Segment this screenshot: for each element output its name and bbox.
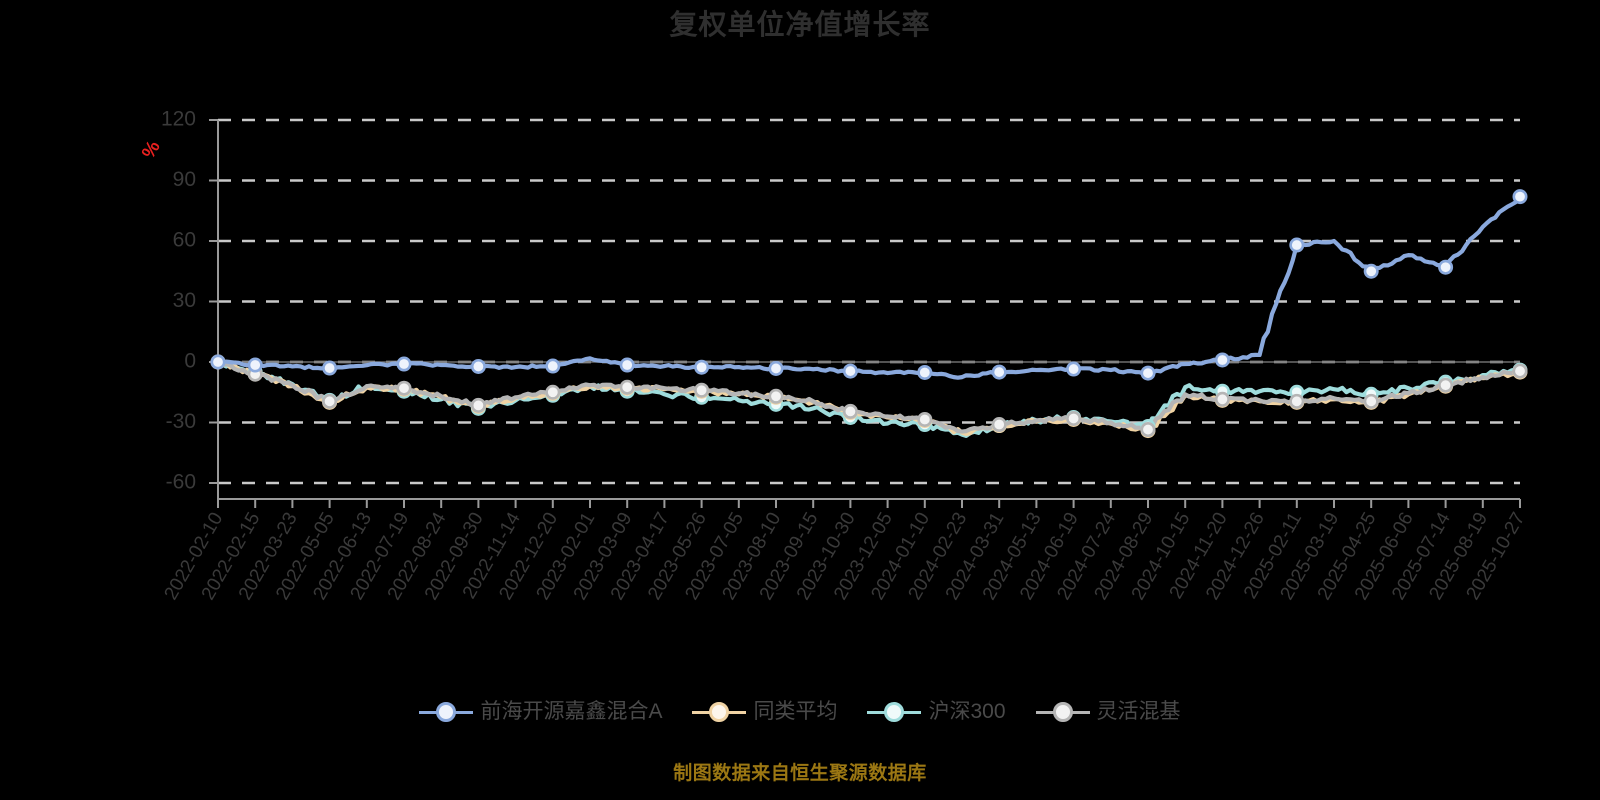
circle-marker-icon [1035, 700, 1090, 724]
data-point-marker [1438, 377, 1454, 393]
legend-item-2[interactable]: 同类平均 [692, 700, 837, 724]
data-point-marker [1289, 237, 1305, 253]
legend-label: 沪深300 [928, 700, 1006, 723]
data-point-marker [1140, 422, 1156, 438]
y-tick-label: 90 [173, 168, 196, 191]
legend-label: 同类平均 [753, 700, 838, 723]
data-point-marker [842, 403, 858, 419]
y-axis-ticks: 120 90 60 30 0 -30 -60 [161, 108, 218, 494]
data-point-marker [1438, 259, 1454, 275]
data-point-marker [842, 363, 858, 379]
data-point-marker [991, 417, 1007, 433]
chart-legend: 前海开源嘉鑫混合A 同类平均 沪深300 灵活混基 [0, 700, 1600, 724]
series-line [215, 194, 1523, 380]
data-point-marker [694, 359, 710, 375]
data-point-marker [991, 364, 1007, 380]
series-markers [210, 189, 1528, 439]
circle-marker-icon [867, 700, 922, 724]
data-point-marker [247, 357, 263, 373]
y-tick-label: 60 [173, 229, 196, 252]
axis-lines [217, 120, 1520, 500]
data-point-marker [694, 382, 710, 398]
data-point-marker [1512, 189, 1528, 205]
legend-item-3[interactable]: 沪深300 [867, 700, 1006, 724]
y-tick-label: -30 [166, 410, 196, 433]
legend-dot-swatch [436, 702, 457, 722]
y-tick-label: -60 [166, 471, 196, 494]
x-axis-ticks: 2022-02-102022-02-152022-03-232022-05-05… [161, 499, 1529, 604]
legend-dot-swatch [1052, 702, 1073, 722]
data-point-marker [210, 354, 226, 370]
data-point-marker [322, 360, 338, 376]
data-point-marker [917, 411, 933, 427]
data-point-marker [545, 384, 561, 400]
data-point-marker [470, 397, 486, 413]
data-point-marker [396, 380, 412, 396]
data-point-marker [1214, 391, 1230, 407]
data-point-marker [1363, 263, 1379, 279]
legend-label: 前海开源嘉鑫混合A [480, 700, 663, 723]
page-title: 复权单位净值增长率 [669, 9, 931, 40]
data-point-marker [322, 393, 338, 409]
legend-dot-swatch [884, 702, 905, 722]
data-point-marker [917, 364, 933, 380]
circle-marker-icon [692, 700, 747, 724]
gridlines [218, 118, 1520, 485]
y-tick-label: 0 [184, 350, 196, 373]
y-tick-label: 30 [173, 289, 196, 312]
watermark-text: 制图数据来自恒生聚源数据库 [673, 763, 927, 784]
data-point-marker [768, 388, 784, 404]
y-axis-unit-label: % [138, 137, 165, 162]
data-point-marker [470, 358, 486, 374]
data-point-marker [619, 379, 635, 395]
data-point-marker [1140, 365, 1156, 381]
legend-label: 灵活混基 [1096, 700, 1181, 723]
data-point-marker [619, 357, 635, 373]
legend-dot-swatch [709, 702, 730, 722]
data-point-marker [1512, 363, 1528, 379]
data-point-marker [545, 358, 561, 374]
data-point-marker [1066, 361, 1082, 377]
data-point-marker [1363, 393, 1379, 409]
series-lines [215, 194, 1523, 438]
legend-item-1[interactable]: 前海开源嘉鑫混合A [419, 700, 662, 724]
circle-marker-icon [419, 700, 474, 724]
data-point-marker [1289, 393, 1305, 409]
legend-item-4[interactable]: 灵活混基 [1035, 700, 1181, 724]
data-point-marker [1214, 352, 1230, 368]
data-point-marker [768, 360, 784, 376]
data-point-marker [1066, 410, 1082, 426]
y-tick-label: 120 [161, 108, 196, 131]
data-point-marker [396, 356, 412, 372]
